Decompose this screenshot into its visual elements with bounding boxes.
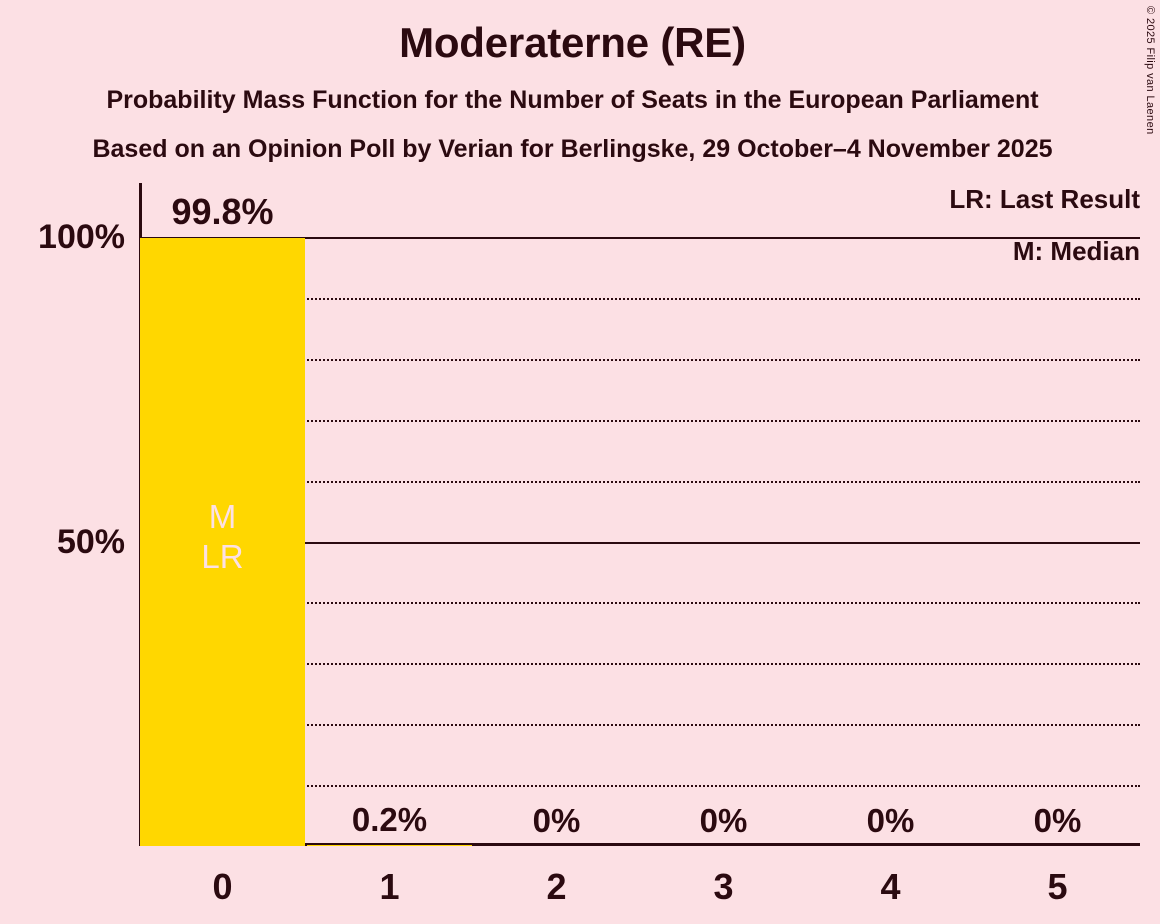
bar-seats-1[interactable]	[307, 844, 472, 846]
x-axis-line	[139, 843, 1140, 846]
last-result-marker: LR	[201, 538, 244, 576]
gridline-60	[140, 480, 1140, 483]
value-label-seats-4: 0%	[866, 802, 915, 839]
x-tick-4: 4	[880, 866, 901, 907]
gridline-30	[140, 663, 1140, 666]
x-tick-2: 2	[546, 866, 567, 907]
value-label-seats-1: 0.2%	[351, 800, 428, 838]
value-label-seats-3: 0%	[699, 802, 748, 839]
legend-median: M: Median	[1012, 236, 1140, 266]
legend-last-result: LR: Last Result	[949, 184, 1140, 214]
gridline-100	[140, 237, 1140, 239]
value-label-seats-2: 0%	[532, 802, 581, 839]
gridline-70	[140, 419, 1140, 422]
gridline-50	[140, 541, 1140, 544]
x-tick-1: 1	[379, 866, 400, 907]
y-tick-50pct: 50%	[56, 522, 125, 561]
x-tick-0: 0	[212, 866, 233, 907]
page-title: Moderaterne (RE)	[399, 19, 746, 66]
copyright-notice: © 2025 Filip van Laenen	[1144, 6, 1156, 135]
gridline-20	[140, 724, 1140, 727]
chart-source-note: Based on an Opinion Poll by Verian for B…	[92, 135, 1053, 163]
chart-subtitle: Probability Mass Function for the Number…	[106, 86, 1039, 114]
value-label-seats-5: 0%	[1033, 802, 1082, 839]
gridline-90	[140, 297, 1140, 300]
gridline-10	[140, 785, 1140, 788]
x-tick-3: 3	[713, 866, 734, 907]
y-tick-100pct: 100%	[38, 218, 125, 256]
value-label-seats-0: 99.8%	[171, 191, 274, 233]
x-tick-5: 5	[1047, 866, 1068, 907]
bar-seats-0[interactable]: M LR	[140, 238, 305, 846]
gridline-40	[140, 602, 1140, 605]
median-marker: M	[208, 498, 237, 536]
plot-area: M LR	[139, 183, 1140, 846]
gridline-80	[140, 358, 1140, 361]
